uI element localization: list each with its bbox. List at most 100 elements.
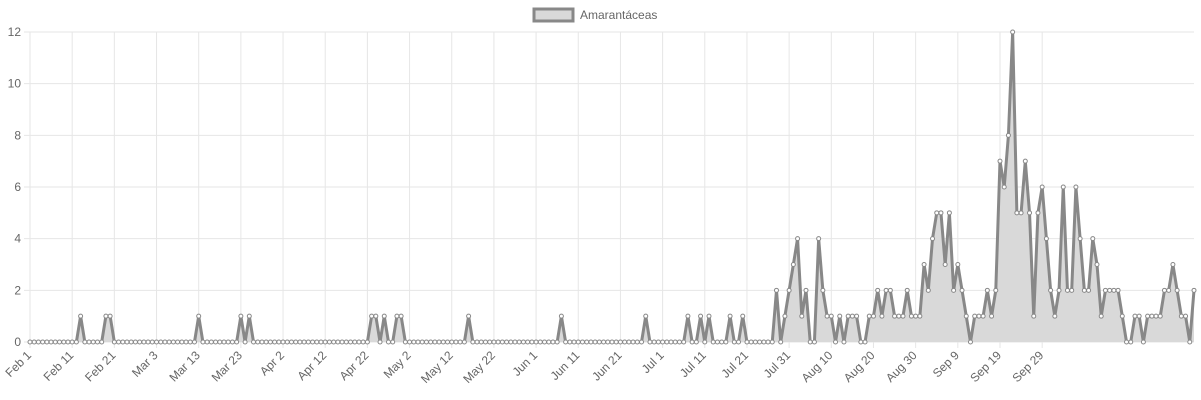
data-point[interactable] (288, 339, 294, 345)
data-point[interactable] (938, 210, 944, 216)
data-point[interactable] (883, 287, 889, 293)
data-point[interactable] (951, 287, 957, 293)
data-point[interactable] (402, 339, 408, 345)
data-point[interactable] (748, 339, 754, 345)
data-point[interactable] (499, 339, 505, 345)
data-point[interactable] (1022, 158, 1028, 164)
data-point[interactable] (1178, 313, 1184, 319)
data-point[interactable] (1077, 236, 1083, 242)
data-point[interactable] (693, 339, 699, 345)
data-point[interactable] (989, 313, 995, 319)
data-point[interactable] (651, 339, 657, 345)
data-point[interactable] (803, 287, 809, 293)
data-point[interactable] (757, 339, 763, 345)
data-point[interactable] (643, 313, 649, 319)
data-point[interactable] (1098, 313, 1104, 319)
data-point[interactable] (525, 339, 531, 345)
data-point[interactable] (284, 339, 290, 345)
data-point[interactable] (229, 339, 235, 345)
data-point[interactable] (31, 339, 37, 345)
data-point[interactable] (1094, 262, 1100, 267)
data-point[interactable] (550, 339, 556, 345)
legend-label[interactable]: Amarantáceas (580, 8, 657, 22)
data-point[interactable] (478, 339, 484, 345)
data-point[interactable] (537, 339, 543, 345)
data-point[interactable] (963, 313, 969, 319)
data-point[interactable] (837, 313, 843, 319)
data-point[interactable] (811, 339, 817, 345)
data-point[interactable] (40, 339, 46, 345)
data-point[interactable] (407, 339, 413, 345)
data-point[interactable] (504, 339, 510, 345)
data-point[interactable] (626, 339, 632, 345)
data-point[interactable] (217, 339, 223, 345)
data-point[interactable] (428, 339, 434, 345)
data-point[interactable] (799, 313, 805, 319)
data-point[interactable] (571, 339, 577, 345)
data-point[interactable] (128, 339, 134, 345)
data-point[interactable] (1157, 313, 1163, 319)
data-point[interactable] (698, 313, 704, 319)
data-point[interactable] (824, 313, 830, 319)
data-point[interactable] (946, 210, 952, 216)
data-point[interactable] (1153, 313, 1159, 319)
data-point[interactable] (672, 339, 678, 345)
data-point[interactable] (440, 339, 446, 345)
data-point[interactable] (546, 339, 552, 345)
data-point[interactable] (107, 313, 113, 319)
data-point[interactable] (558, 313, 564, 319)
data-point[interactable] (862, 339, 868, 345)
data-point[interactable] (1090, 236, 1096, 242)
data-point[interactable] (714, 339, 720, 345)
data-point[interactable] (782, 313, 788, 319)
data-point[interactable] (967, 339, 973, 345)
data-point[interactable] (866, 313, 872, 319)
data-point[interactable] (445, 339, 451, 345)
data-point[interactable] (310, 339, 316, 345)
data-point[interactable] (124, 339, 130, 345)
data-point[interactable] (111, 339, 117, 345)
data-point[interactable] (1161, 287, 1167, 293)
data-point[interactable] (1014, 210, 1020, 216)
data-point[interactable] (622, 339, 628, 345)
data-point[interactable] (65, 339, 71, 345)
data-point[interactable] (432, 339, 438, 345)
data-point[interactable] (744, 339, 750, 345)
data-point[interactable] (1086, 287, 1092, 293)
data-point[interactable] (52, 339, 58, 345)
data-point[interactable] (1069, 287, 1075, 293)
data-point[interactable] (474, 339, 480, 345)
data-point[interactable] (778, 339, 784, 345)
data-point[interactable] (187, 339, 193, 345)
data-point[interactable] (727, 313, 733, 319)
data-point[interactable] (769, 339, 775, 345)
data-point[interactable] (221, 339, 227, 345)
data-point[interactable] (1149, 313, 1155, 319)
data-point[interactable] (533, 339, 539, 345)
data-point[interactable] (575, 339, 581, 345)
data-point[interactable] (204, 339, 210, 345)
data-point[interactable] (1115, 287, 1121, 293)
data-point[interactable] (668, 339, 674, 345)
data-point[interactable] (1132, 313, 1138, 319)
data-point[interactable] (419, 339, 425, 345)
data-point[interactable] (563, 339, 569, 345)
data-point[interactable] (887, 287, 893, 293)
data-point[interactable] (512, 339, 518, 345)
data-point[interactable] (170, 339, 176, 345)
data-point[interactable] (1111, 287, 1117, 293)
data-point[interactable] (373, 313, 379, 319)
data-point[interactable] (166, 339, 172, 345)
data-point[interactable] (183, 339, 189, 345)
data-point[interactable] (491, 339, 497, 345)
data-point[interactable] (1140, 339, 1146, 345)
data-point[interactable] (913, 313, 919, 319)
data-point[interactable] (917, 313, 923, 319)
data-point[interactable] (381, 313, 387, 319)
data-point[interactable] (542, 339, 548, 345)
data-point[interactable] (255, 339, 261, 345)
data-point[interactable] (213, 339, 219, 345)
data-point[interactable] (601, 339, 607, 345)
data-point[interactable] (116, 339, 122, 345)
data-point[interactable] (773, 287, 779, 293)
